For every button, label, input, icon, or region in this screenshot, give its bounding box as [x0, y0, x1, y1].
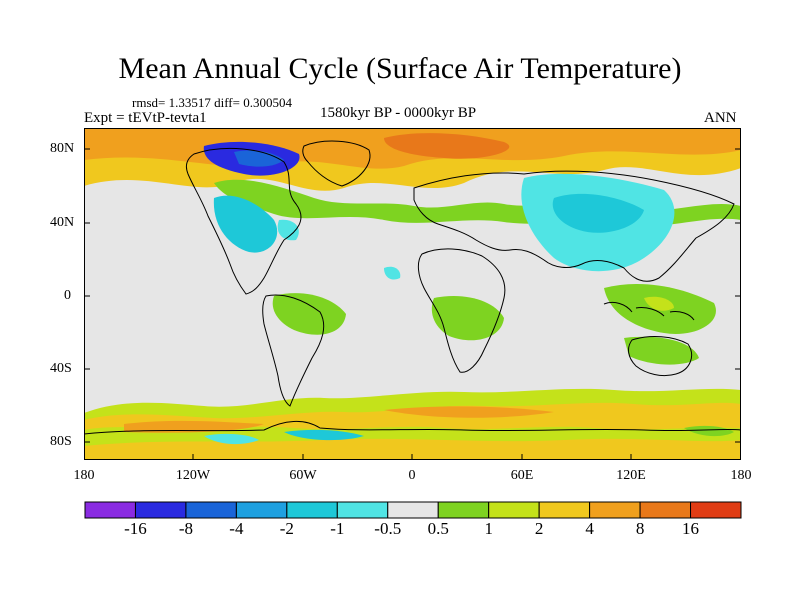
- lon-label-60w: 60W: [289, 468, 317, 483]
- colorbar-swatch: [84, 501, 136, 519]
- colorbar-swatch: [336, 501, 389, 519]
- colorbar-swatch: [538, 501, 591, 519]
- colorbar-swatch: [437, 501, 490, 519]
- colorbar-swatch: [589, 501, 641, 519]
- lat-label-80n: 80N: [50, 141, 75, 156]
- lat-label-0: 0: [64, 288, 71, 303]
- colorbar-label: -1: [330, 519, 345, 538]
- colorbar-label: 0.5: [427, 519, 449, 538]
- map-title: Mean Annual Cycle (Surface Air Temperatu…: [118, 52, 682, 85]
- colorbar-label: 4: [585, 519, 594, 538]
- map-panel: [84, 128, 741, 460]
- colorbar-label: -8: [178, 519, 193, 538]
- colorbar-label: -0.5: [374, 519, 402, 538]
- coastlines: [84, 140, 741, 435]
- lat-label-80s: 80S: [50, 434, 72, 449]
- colorbar-swatch: [134, 501, 187, 519]
- colorbar-label: 1: [484, 519, 493, 538]
- lon-label-120w: 120W: [175, 468, 211, 483]
- colorbar-label: 8: [635, 519, 645, 538]
- colorbar-swatch: [235, 501, 288, 519]
- colorbar-swatch: [690, 501, 742, 519]
- lon-label-180e: 180: [730, 468, 752, 483]
- colorbar-label: 16: [682, 519, 700, 538]
- temperature-field: [84, 128, 741, 460]
- lat-label-40n: 40N: [50, 215, 75, 230]
- colorbar-swatch: [185, 501, 237, 519]
- axis-ticks: [84, 148, 741, 460]
- lon-label-60e: 60E: [510, 468, 534, 483]
- colorbar-label: 2: [534, 519, 544, 538]
- colorbar: [84, 501, 742, 519]
- stats-line: rmsd= 1.33517 diff= 0.300504: [132, 95, 292, 110]
- colorbar-swatch: [488, 501, 540, 519]
- colorbar-swatch: [286, 501, 338, 519]
- experiment-label: Expt = tEVtP-tevta1: [84, 110, 207, 126]
- lon-label-180w: 180: [73, 468, 95, 483]
- lon-label-120e: 120E: [616, 468, 646, 483]
- colorbar-swatch: [639, 501, 692, 519]
- season-label: ANN: [704, 110, 737, 126]
- colorbar-label: -2: [279, 519, 294, 538]
- lon-label-0: 0: [408, 468, 416, 483]
- colorbar-label: -4: [229, 519, 244, 538]
- colorbar-swatch: [387, 501, 439, 519]
- lat-label-40s: 40S: [50, 361, 72, 376]
- colorbar-label: -16: [124, 519, 147, 538]
- period-label: 1580kyr BP - 0000kyr BP: [320, 105, 477, 121]
